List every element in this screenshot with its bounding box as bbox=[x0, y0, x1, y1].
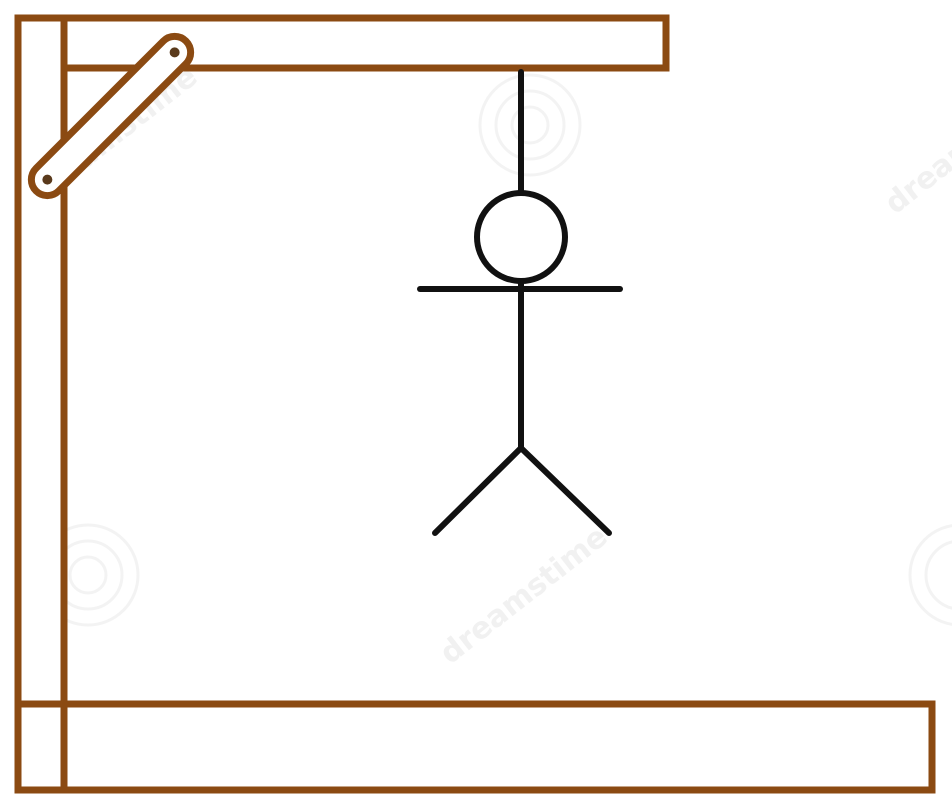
gallows bbox=[14, 14, 936, 794]
watermark-text: dreamstime bbox=[433, 519, 614, 671]
bolt-icon bbox=[42, 174, 53, 185]
watermark-layer: dreamstime dreamstime dreamstime bbox=[23, 59, 952, 671]
vertical-post bbox=[14, 14, 68, 794]
diagonal-brace bbox=[27, 32, 195, 200]
watermark-swirl-icon bbox=[36, 523, 140, 627]
hanged-figure bbox=[417, 69, 623, 536]
watermark-swirl-icon bbox=[908, 524, 952, 626]
watermark-swirl-icon bbox=[478, 73, 582, 177]
left-leg bbox=[432, 445, 524, 536]
base-beam bbox=[60, 700, 936, 794]
bolt-icon bbox=[169, 47, 180, 58]
right-leg bbox=[518, 445, 612, 536]
head bbox=[474, 190, 568, 284]
watermark-text: dreamstime bbox=[878, 69, 952, 221]
